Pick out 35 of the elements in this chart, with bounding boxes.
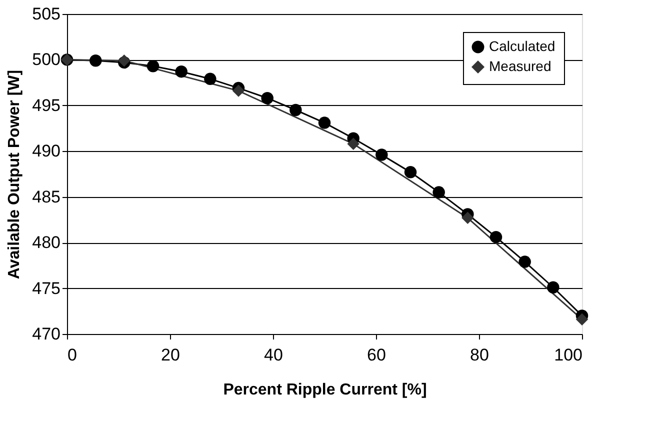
x-tick-label: 40 [264,346,283,364]
point [404,166,417,178]
x-tick-label: 80 [470,346,489,364]
x-axis-title: Percent Ripple Current [%] [223,382,427,398]
x-tick-label: 100 [554,346,582,364]
y-tick-label: 470 [32,324,60,344]
point [261,92,274,104]
legend-label: Calculated [489,38,556,54]
point [146,60,160,72]
point [232,84,245,97]
y-tick-label: 480 [32,233,60,252]
point [175,65,188,78]
point [90,54,102,67]
point [518,256,531,268]
point [347,138,360,150]
y-tick-label: 490 [32,142,60,161]
x-tick-label: 60 [367,346,386,364]
y-tick-label: 475 [32,278,60,298]
x-tick-label: 0 [68,346,77,364]
point [376,148,388,161]
point [290,104,302,116]
point [462,212,474,224]
point [204,72,216,86]
point [318,116,331,129]
x-tick-label: 20 [161,346,180,364]
y-axis-title: Available Output Power [W] [6,70,24,280]
point [432,186,445,198]
point [547,281,560,294]
y-tick-label: 495 [32,96,60,115]
legend-label: Measured [489,58,552,74]
point [576,313,588,326]
point [490,230,502,244]
y-tick-label: 500 [32,50,60,70]
y-tick-label: 485 [32,187,60,206]
y-tick-label: 505 [32,4,60,24]
